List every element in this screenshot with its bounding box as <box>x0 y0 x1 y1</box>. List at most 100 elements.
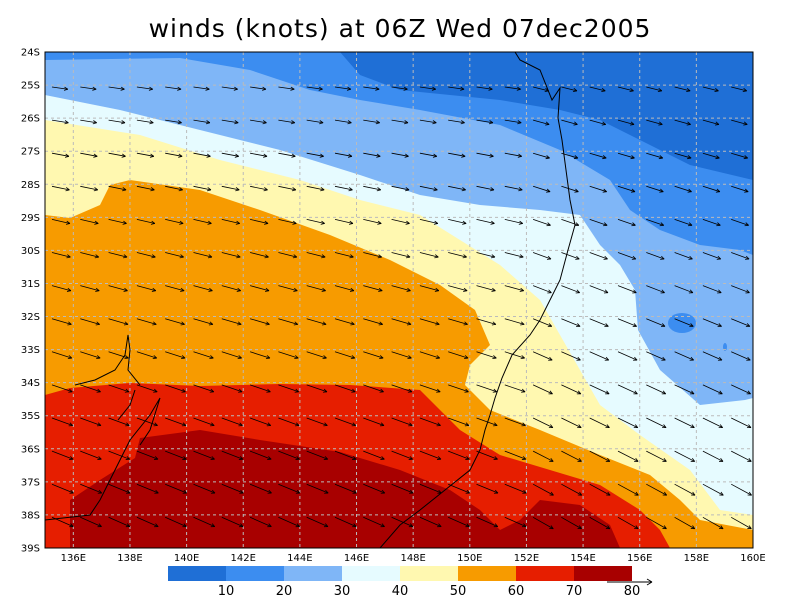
wind-vector <box>532 152 550 160</box>
wind-vector <box>221 417 243 427</box>
wind-vector <box>165 285 185 292</box>
wind-vector <box>334 86 352 91</box>
wind-vector <box>249 483 272 494</box>
wind-vector <box>476 417 498 427</box>
wind-vector <box>419 384 441 393</box>
wind-vector <box>646 119 663 126</box>
wind-vector <box>646 285 665 294</box>
wind-vector <box>504 119 522 125</box>
wind-vector <box>165 450 187 460</box>
lon-label: 152E <box>514 553 539 564</box>
wind-vector <box>249 450 272 460</box>
lat-label: 33S <box>21 345 40 356</box>
colorbar-swatch <box>574 566 632 581</box>
wind-vector <box>278 318 299 326</box>
wind-vector <box>646 252 665 260</box>
wind-vector <box>504 417 526 427</box>
wind-vector <box>448 185 466 192</box>
wind-vector <box>165 185 183 192</box>
lon-label: 148E <box>400 553 425 564</box>
wind-vector <box>589 86 606 93</box>
wind-vector <box>731 219 749 227</box>
wind-vector <box>504 185 523 192</box>
wind-vector <box>532 516 554 530</box>
wind-vector <box>363 516 385 528</box>
wind-vector <box>674 152 692 160</box>
wind-vector <box>448 483 470 494</box>
wind-vector <box>80 351 101 360</box>
wind-speed-field <box>45 52 753 548</box>
wind-vector <box>136 185 155 192</box>
wind-vector <box>51 252 71 259</box>
wind-vector <box>702 450 724 462</box>
wind-vector <box>532 318 553 327</box>
wind-vector <box>136 450 159 460</box>
wind-vector <box>476 252 496 259</box>
wind-vector <box>165 417 187 427</box>
wind-vector <box>278 219 297 225</box>
wind-vector <box>419 119 437 125</box>
wind-vector <box>646 152 664 160</box>
wind-vector <box>476 384 498 393</box>
wind-vector <box>249 417 272 427</box>
lat-label: 29S <box>21 213 40 224</box>
wind-vector <box>504 483 527 494</box>
wind-vector <box>419 285 440 292</box>
lat-label: 38S <box>21 510 40 521</box>
wind-vector <box>108 219 127 225</box>
wind-vector <box>731 285 750 294</box>
wind-vector <box>476 450 498 460</box>
wind-vector <box>278 119 296 125</box>
wind-vector <box>193 86 210 91</box>
wind-vector <box>165 219 184 225</box>
wind-vector <box>80 516 102 528</box>
wind-vector <box>391 318 412 326</box>
wind-vector <box>646 483 668 496</box>
wind-vector <box>731 516 752 530</box>
wind-vector <box>51 86 69 91</box>
wind-vector <box>532 185 551 193</box>
wind-vector <box>476 285 496 292</box>
wind-vector <box>221 318 242 326</box>
wind-vector <box>646 318 666 327</box>
wind-vector <box>250 185 268 192</box>
wind-vector <box>306 219 325 225</box>
wind-vector <box>391 417 413 427</box>
map-title: winds (knots) at 06Z Wed 07dec2005 <box>148 14 652 43</box>
wind-vector <box>51 351 73 360</box>
wind-vector <box>363 219 382 225</box>
colorbar <box>168 566 653 586</box>
wind-vector <box>80 483 103 494</box>
lon-label: 146E <box>344 553 369 564</box>
wind-vector <box>136 285 157 292</box>
lat-label: 39S <box>21 544 40 555</box>
wind-vector <box>136 152 155 158</box>
wind-vector <box>306 351 327 360</box>
wind-vector <box>108 384 130 393</box>
wind-vector <box>334 483 357 494</box>
wind-vector <box>136 417 158 427</box>
wind-vector <box>702 417 723 429</box>
wind-vector <box>391 384 413 393</box>
wind-vector <box>108 185 127 192</box>
wind-vector <box>108 351 129 360</box>
wind-vector <box>561 285 580 294</box>
wind-vector <box>702 252 722 260</box>
wind-vector <box>165 252 184 259</box>
wind-vector <box>108 119 126 125</box>
wind-vector <box>674 417 695 429</box>
wind-vector <box>646 185 664 193</box>
wind-vector <box>476 318 497 326</box>
wind-vector <box>532 417 554 429</box>
lon-label: 158E <box>684 553 709 564</box>
wind-vector <box>165 318 185 326</box>
wind-vector <box>617 516 639 530</box>
wind-vector <box>221 185 240 192</box>
wind-pocket-small <box>723 343 727 351</box>
wind-vector <box>221 119 239 125</box>
wind-vector <box>702 483 724 496</box>
wind-vector <box>674 516 696 530</box>
colorbar-swatch <box>226 566 284 581</box>
wind-vector <box>617 351 638 361</box>
wind-vector <box>193 318 214 326</box>
